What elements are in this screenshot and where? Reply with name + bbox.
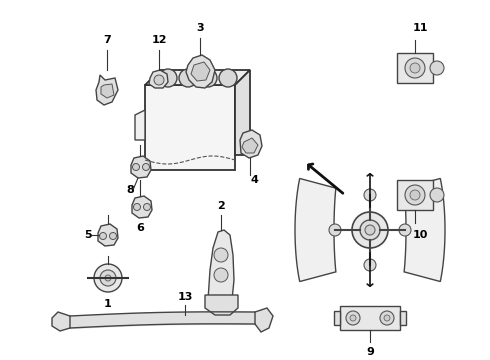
Circle shape (159, 69, 177, 87)
Polygon shape (132, 196, 152, 218)
Text: 11: 11 (412, 23, 428, 33)
Polygon shape (404, 179, 445, 282)
Circle shape (380, 311, 394, 325)
Text: 12: 12 (151, 35, 167, 45)
Circle shape (143, 163, 149, 171)
Circle shape (352, 212, 388, 248)
FancyBboxPatch shape (397, 53, 433, 83)
Polygon shape (205, 295, 238, 315)
Polygon shape (145, 70, 250, 85)
Circle shape (214, 248, 228, 262)
Polygon shape (186, 55, 215, 88)
Text: 3: 3 (196, 23, 204, 33)
Polygon shape (235, 70, 250, 155)
Text: 8: 8 (126, 185, 134, 195)
Circle shape (364, 259, 376, 271)
Polygon shape (96, 75, 118, 105)
Circle shape (405, 58, 425, 78)
Circle shape (94, 264, 122, 292)
Polygon shape (101, 84, 114, 98)
Circle shape (105, 275, 111, 281)
Circle shape (199, 69, 217, 87)
Circle shape (133, 203, 141, 211)
Polygon shape (255, 308, 273, 332)
Circle shape (144, 203, 150, 211)
Circle shape (384, 315, 390, 321)
Circle shape (109, 233, 117, 239)
FancyBboxPatch shape (397, 180, 433, 210)
Circle shape (329, 224, 341, 236)
Circle shape (364, 189, 376, 201)
FancyBboxPatch shape (334, 311, 340, 325)
Circle shape (430, 61, 444, 75)
Text: 7: 7 (103, 35, 111, 45)
Polygon shape (208, 230, 234, 300)
Polygon shape (191, 62, 210, 81)
Circle shape (219, 69, 237, 87)
Circle shape (365, 225, 375, 235)
Circle shape (99, 233, 106, 239)
Circle shape (214, 268, 228, 282)
Circle shape (399, 224, 411, 236)
Text: 5: 5 (84, 230, 92, 240)
Circle shape (132, 163, 140, 171)
Circle shape (179, 69, 197, 87)
Text: 10: 10 (412, 230, 428, 240)
Text: 1: 1 (104, 299, 112, 309)
FancyBboxPatch shape (400, 311, 406, 325)
Polygon shape (149, 70, 168, 88)
Polygon shape (240, 130, 262, 158)
Polygon shape (135, 110, 145, 140)
Polygon shape (131, 156, 151, 178)
FancyBboxPatch shape (340, 306, 400, 330)
Circle shape (346, 311, 360, 325)
Text: 6: 6 (136, 223, 144, 233)
Circle shape (100, 270, 116, 286)
Circle shape (405, 185, 425, 205)
Circle shape (410, 63, 420, 73)
Circle shape (350, 315, 356, 321)
Polygon shape (242, 138, 258, 153)
Circle shape (360, 220, 380, 240)
Text: 4: 4 (250, 175, 258, 185)
Polygon shape (98, 224, 118, 246)
Circle shape (154, 75, 164, 85)
Text: 13: 13 (177, 292, 193, 302)
Polygon shape (295, 179, 336, 282)
Circle shape (410, 190, 420, 200)
Polygon shape (52, 312, 70, 331)
Text: 2: 2 (217, 201, 225, 211)
FancyBboxPatch shape (145, 85, 235, 170)
Circle shape (430, 188, 444, 202)
Text: 9: 9 (366, 347, 374, 357)
